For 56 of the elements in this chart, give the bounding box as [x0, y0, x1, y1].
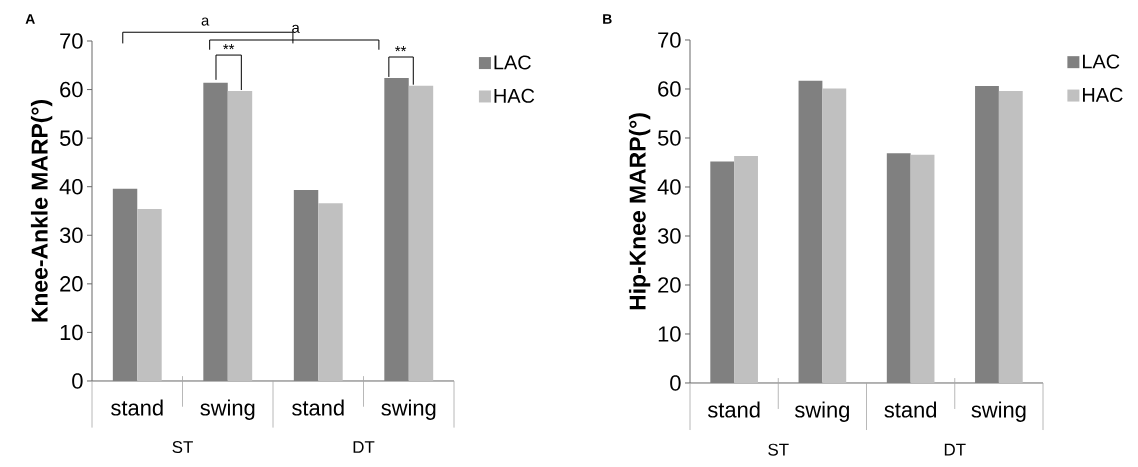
legend-label: LAC	[1083, 54, 1120, 69]
y-tick-label: 50	[59, 130, 83, 146]
x-tick-label: swing	[200, 399, 255, 420]
bar	[112, 188, 138, 381]
bar	[822, 88, 847, 383]
bar	[227, 91, 253, 381]
y-tick-label: 20	[658, 277, 681, 293]
bar	[137, 209, 162, 381]
bar	[318, 203, 343, 381]
x-tick-label: stand	[707, 401, 760, 418]
y-tick-label: 30	[59, 227, 83, 244]
y-tick-label: 30	[657, 228, 681, 244]
text: DT	[944, 443, 966, 456]
text: ST	[768, 443, 789, 456]
y-tick-label: 70	[60, 33, 83, 49]
y-tick-label: 10	[60, 324, 83, 341]
legend-label: HAC	[494, 88, 535, 103]
text: ST	[172, 441, 193, 454]
y-tick-label: 20	[60, 276, 83, 292]
bar	[886, 153, 911, 383]
text: a	[201, 17, 210, 26]
text: a	[292, 24, 300, 33]
x-tick-label: stand	[292, 399, 344, 416]
y-tick-label: 60	[60, 81, 83, 98]
bar	[798, 80, 823, 383]
y-tick-label: 10	[658, 326, 681, 342]
legend-label: LAC	[494, 55, 531, 70]
bar	[910, 154, 935, 383]
y-tick-label: 0	[72, 373, 83, 389]
bar	[975, 86, 999, 383]
bar	[710, 161, 735, 383]
x-tick-label: stand	[884, 401, 937, 418]
bar	[408, 85, 434, 381]
bar	[384, 77, 409, 381]
x-tick-label: stand	[111, 399, 163, 416]
bar	[734, 156, 758, 383]
annotation: **	[223, 44, 235, 50]
y-tick-label: 40	[657, 179, 681, 195]
legend-label: HAC	[1083, 87, 1123, 102]
chart-title: A	[25, 14, 35, 24]
annotation: **	[395, 46, 407, 52]
bar	[203, 82, 228, 381]
y-axis-title: Knee-Ankle MARP(°)	[30, 100, 53, 322]
y-tick-label: 70	[658, 32, 681, 48]
y-tick-label: 0	[670, 375, 681, 391]
bar	[998, 90, 1023, 383]
text: DT	[353, 441, 375, 453]
x-tick-label: swing	[381, 399, 436, 420]
x-tick-label: swing	[971, 401, 1026, 422]
chart-title: B	[603, 14, 612, 24]
y-tick-label: 40	[59, 178, 83, 195]
y-tick-label: 60	[658, 81, 681, 97]
bar	[293, 190, 319, 381]
y-axis-title: Hip-Knee MARP(°)	[628, 113, 651, 310]
x-tick-label: swing	[794, 401, 849, 422]
y-tick-label: 50	[657, 130, 681, 146]
